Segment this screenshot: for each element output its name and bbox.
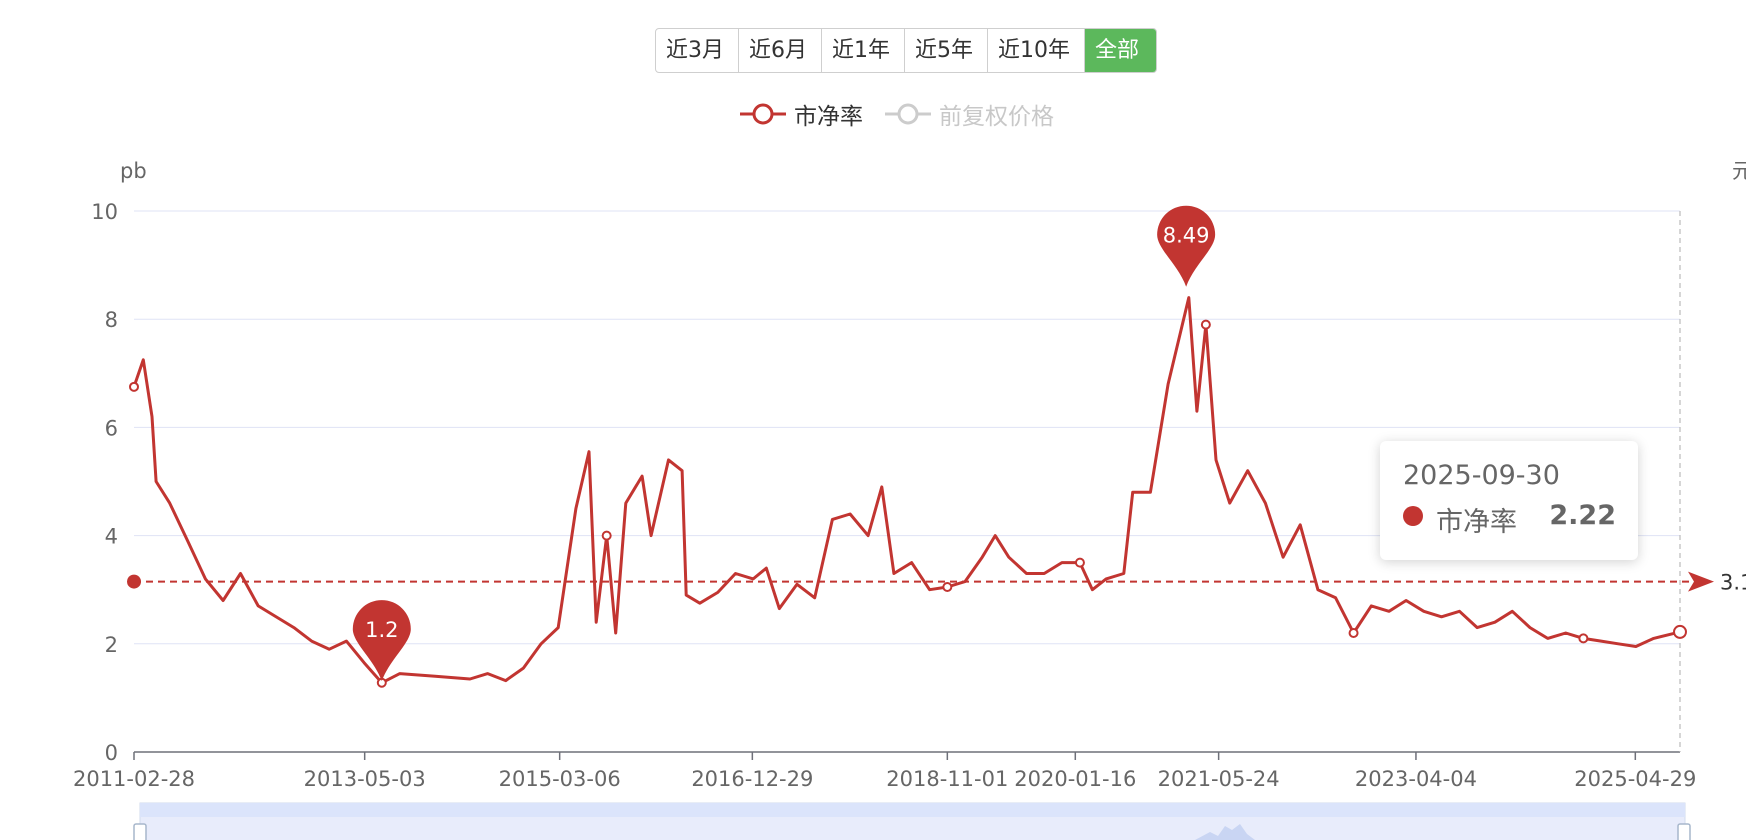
pb-data-point (942, 581, 953, 592)
y-axis-right-title: 元 (1732, 159, 1746, 183)
tooltip-value: 2.22 (1549, 500, 1616, 531)
tooltip-series-name: 市净率 (1436, 507, 1517, 538)
x-tick-label: 2025-04-29 (1574, 767, 1696, 791)
legend-label-pb: 市净率 (794, 104, 863, 130)
min-value-label: 1.2 (365, 618, 398, 642)
pb-data-point (129, 381, 139, 392)
x-tick-label: 2013-05-03 (304, 767, 426, 791)
y-tick-label: 10 (91, 200, 118, 224)
mean-line-label: 3.15 (1720, 571, 1746, 595)
y-tick-label: 2 (105, 633, 118, 657)
x-tick-label: 2016-12-29 (691, 767, 813, 791)
min-value-pin (352, 600, 411, 682)
mean-line-start-dot (127, 574, 141, 589)
datazoom-slider-bar (140, 803, 1685, 817)
x-tick-label: 2021-05-24 (1158, 767, 1280, 791)
legend-item-price[interactable]: 前复权价格 (885, 97, 1054, 131)
range-selector: 近3月 近6月 近1年 近5年 近10年 全部 (655, 28, 1157, 73)
legend-line-circle-icon (740, 103, 786, 125)
y-tick-label: 8 (105, 308, 118, 332)
range-button-3m[interactable]: 近3月 (656, 29, 739, 72)
max-value-pin (1157, 205, 1216, 287)
range-button-5y[interactable]: 近5年 (905, 29, 988, 72)
legend-item-pb[interactable]: 市净率 (740, 97, 863, 131)
max-value-label: 8.49 (1163, 224, 1210, 248)
range-button-10y[interactable]: 近10年 (988, 29, 1085, 72)
pb-data-point (1348, 627, 1359, 638)
datazoom-slider-track (139, 802, 1686, 840)
y-tick-label: 4 (105, 525, 118, 549)
datazoom-left-handle (133, 823, 147, 840)
x-tick-label: 2020-01-16 (1014, 767, 1136, 791)
pb-data-point (1074, 557, 1085, 568)
range-button-1y[interactable]: 近1年 (822, 29, 905, 72)
legend-label-price: 前复权价格 (939, 104, 1054, 130)
y-tick-label: 6 (105, 416, 118, 440)
x-tick-label: 2011-02-28 (73, 767, 195, 791)
pb-data-point (1578, 633, 1589, 644)
pb-data-point (601, 530, 612, 541)
x-tick-label: 2023-04-04 (1355, 767, 1477, 791)
range-button-6m[interactable]: 近6月 (739, 29, 822, 72)
chart-tooltip: 2025-09-30 市净率 2.22 (1380, 441, 1638, 560)
legend-line-circle-icon (885, 103, 931, 125)
x-tick-label: 2015-03-06 (499, 767, 621, 791)
pb-data-point (1673, 624, 1687, 639)
range-button-all[interactable]: 全部 (1085, 29, 1156, 72)
tooltip-date: 2025-09-30 (1403, 460, 1560, 491)
chart-legend: 市净率 前复权价格 (740, 97, 1076, 131)
datazoom-preview-shape (1195, 824, 1255, 840)
x-tick-label: 2018-11-01 (886, 767, 1008, 791)
pb-data-point (376, 677, 387, 688)
pb-data-point (1200, 319, 1211, 330)
datazoom-right-handle (1677, 823, 1691, 840)
y-axis-title: pb (120, 159, 147, 183)
mean-line-arrow-icon (1688, 571, 1714, 592)
y-tick-label: 0 (105, 741, 118, 765)
tooltip-series-dot (1403, 506, 1423, 526)
